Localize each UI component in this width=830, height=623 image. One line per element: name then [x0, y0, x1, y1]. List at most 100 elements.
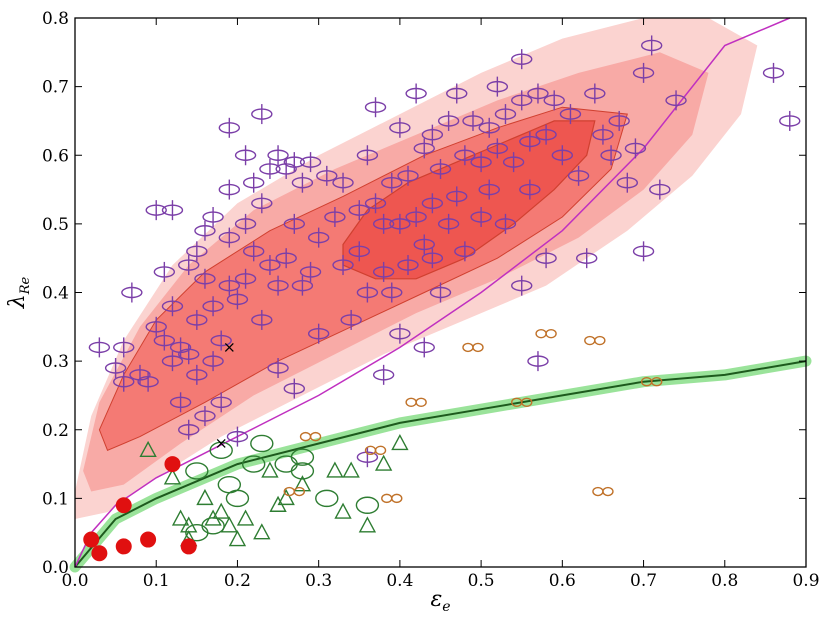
red-point — [115, 497, 132, 514]
fast-rotator-point — [519, 179, 541, 200]
fast-rotator-point — [161, 200, 184, 221]
fast-rotator-point — [567, 165, 590, 186]
fast-rotator-point — [283, 213, 305, 234]
fast-rotator-point — [389, 213, 411, 234]
twin-peak-right-loop — [415, 397, 427, 407]
fast-rotator-point — [413, 234, 435, 255]
fast-rotator-point — [218, 117, 241, 138]
fast-rotator-point — [381, 172, 403, 193]
fast-rotator-point — [511, 90, 533, 111]
fast-rotator-point — [202, 207, 224, 228]
fast-rotator-point — [600, 145, 622, 166]
cross-stroke-b — [216, 439, 226, 448]
fast-rotator-point — [113, 337, 135, 358]
x-axis-label-sub: e — [442, 599, 450, 615]
fast-rotator-point — [88, 337, 111, 358]
twin-peak-right-loop — [374, 445, 387, 456]
fast-rotator-point — [202, 351, 224, 372]
fast-rotator-point — [640, 35, 663, 56]
fast-rotator-point — [210, 392, 232, 413]
fast-rotator-point — [494, 213, 517, 234]
fast-rotator-point — [486, 138, 509, 159]
fast-rotator-point — [413, 138, 435, 159]
slow-rotator-triangle-point — [253, 523, 271, 540]
fast-rotator-point — [291, 275, 314, 296]
fast-rotator-point — [307, 227, 330, 248]
fast-rotator-point — [169, 392, 192, 413]
slow-rotator-ellipse-point — [250, 434, 274, 453]
fast-rotator-point — [267, 145, 289, 166]
x-tick-label: 0.3 — [305, 571, 332, 591]
fast-rotator-point — [389, 323, 411, 344]
twin-peak-point — [405, 397, 427, 407]
twin-peak-point — [381, 493, 403, 504]
fast-rotator-point — [649, 179, 671, 200]
slow-rotator-ellipse-point — [201, 517, 225, 535]
x-tick-label: 0.2 — [224, 571, 251, 591]
y-axis-label-sub: Re — [18, 276, 33, 295]
y-tick-label: 0.2 — [42, 421, 69, 441]
red-point — [83, 531, 100, 548]
fast-rotator-point — [543, 90, 565, 111]
fast-rotator-point — [592, 124, 614, 145]
y-tick-label: 0.1 — [42, 489, 69, 509]
fast-rotator-point — [478, 179, 500, 200]
slow-rotator-ellipse-point — [315, 489, 339, 508]
fast-rotator-point — [251, 193, 273, 214]
fast-rotator-point — [372, 213, 395, 234]
fast-rotator-point — [275, 248, 297, 269]
fast-rotator-point — [364, 193, 387, 214]
twin-peak-point — [584, 335, 606, 346]
y-tick-label: 0.3 — [42, 352, 69, 372]
slow-rotator-ellipse-point — [355, 496, 380, 514]
fast-rotator-point — [194, 220, 216, 241]
twin-peak-left-loop — [462, 342, 474, 353]
fast-rotator-point — [145, 316, 167, 337]
fast-rotator-point — [421, 193, 444, 214]
fast-rotator-point — [429, 158, 452, 179]
fast-rotator-point — [218, 179, 241, 200]
slow-rotator-triangle-point — [326, 461, 344, 478]
fast-rotator-point — [210, 330, 232, 351]
fast-rotator-point — [389, 117, 411, 138]
cross-point — [216, 439, 226, 448]
fast-rotator-point — [356, 447, 379, 468]
fast-rotator-point — [275, 158, 297, 179]
slow-rotator-triangle-point — [374, 454, 393, 471]
fast-rotator-point — [494, 104, 517, 125]
fast-rotator-point — [242, 241, 265, 262]
twin-peak-right-loop — [545, 328, 557, 339]
slow-rotator-triangle-point — [196, 488, 214, 506]
fast-rotator-point — [242, 172, 265, 193]
fast-rotator-point — [283, 378, 305, 399]
fast-rotator-point — [632, 62, 655, 83]
slow-rotator-triangle-point — [293, 475, 312, 492]
slow-rotator-ellipse-point — [225, 489, 250, 508]
fast-rotator-point — [356, 282, 379, 303]
fast-rotator-point — [169, 337, 192, 358]
fast-rotator-point — [186, 241, 208, 262]
fast-rotator-point — [608, 110, 630, 131]
fast-rotator-point — [527, 83, 549, 104]
fast-rotator-point — [161, 296, 184, 317]
fast-rotator-point — [446, 83, 468, 104]
twin-peak-left-loop — [592, 486, 604, 497]
fast-rotator-point — [153, 261, 176, 282]
twin-peak-right-loop — [602, 486, 614, 497]
fast-rotator-point — [121, 282, 143, 303]
fast-rotator-point — [194, 268, 216, 289]
fast-rotator-point — [145, 200, 167, 221]
fast-rotator-point — [113, 371, 135, 392]
twin-peak-point — [535, 328, 557, 339]
twin-peak-point — [462, 342, 484, 353]
fast-rotator-point — [186, 309, 208, 330]
fast-rotator-point — [153, 330, 176, 351]
fast-rotator-point — [226, 289, 249, 310]
fast-rotator-point — [511, 275, 533, 296]
red-point — [180, 538, 197, 555]
slow-rotator-ellipse-point — [209, 441, 233, 460]
marker-layer — [83, 35, 801, 562]
fast-rotator-point — [283, 152, 305, 173]
twin-peak-point — [299, 431, 322, 442]
fast-rotator-point — [299, 152, 322, 173]
